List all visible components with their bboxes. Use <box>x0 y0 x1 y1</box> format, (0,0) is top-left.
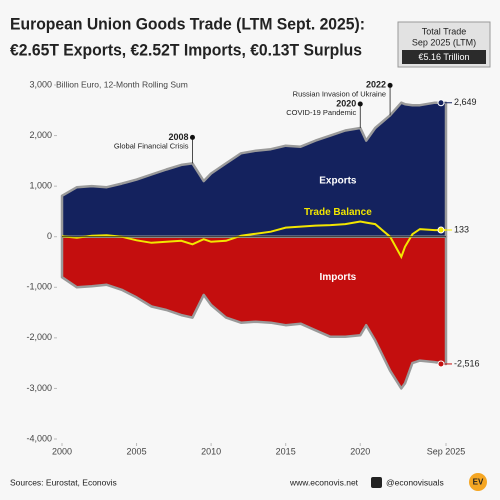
logo <box>469 473 487 491</box>
series-label: Imports <box>320 272 357 283</box>
annotation-dot <box>189 134 195 140</box>
y-tick-label: -2,000 <box>26 332 52 342</box>
handle: @econovisuals <box>386 477 444 487</box>
summary-highlight <box>402 50 486 64</box>
x-tick-label: 2020 <box>350 446 370 456</box>
x-icon <box>371 477 382 488</box>
x-tick-label: 2015 <box>276 446 296 456</box>
y-tick-label: -1,000 <box>26 282 52 292</box>
x-tick-label: 2000 <box>52 446 72 456</box>
annotation-dot <box>357 101 363 107</box>
y-tick-label: 1,000 <box>29 181 52 191</box>
annotation-text: Global Financial Crisis <box>114 141 189 150</box>
end-label: 133 <box>454 224 469 234</box>
series-label: Exports <box>319 176 357 187</box>
end-dot <box>437 226 445 234</box>
end-label: 2,649 <box>454 97 477 107</box>
summary-text: €5.16 Trillion <box>418 52 469 62</box>
logo-text: EV <box>473 478 484 487</box>
annotation-dot <box>387 82 393 88</box>
end-dot <box>437 99 445 107</box>
y-axis-label: Billion Euro, 12-Month Rolling Sum <box>56 79 188 89</box>
source: Sources: Eurostat, Econovis <box>10 477 117 487</box>
series-label: Trade Balance <box>304 207 372 218</box>
annotation-year: 2008 <box>168 132 188 142</box>
y-tick-label: 0 <box>47 231 52 241</box>
website: www.econovis.net <box>289 477 359 487</box>
y-tick-label: -4,000 <box>26 433 52 443</box>
x-tick-label: 2010 <box>201 446 221 456</box>
summary-text: Sep 2025 (LTM) <box>412 37 476 47</box>
area <box>60 101 448 238</box>
y-tick-label: 3,000 <box>29 79 52 89</box>
x-tick-label: 2005 <box>127 446 147 456</box>
y-tick-label: 2,000 <box>29 130 52 140</box>
chart-title: €2.65T Exports, €2.52T Imports, €0.13T S… <box>10 40 362 59</box>
annotation-text: Russian Invasion of Ukraine <box>293 89 386 98</box>
annotation-text: COVID-19 Pandemic <box>286 108 356 117</box>
annotation-year: 2020 <box>336 98 356 108</box>
end-label: -2,516 <box>454 358 480 368</box>
annotation-year: 2022 <box>366 80 386 90</box>
line <box>61 220 447 260</box>
area <box>60 235 448 390</box>
end-dot <box>437 360 445 368</box>
summary-text: Total Trade <box>422 26 467 36</box>
x-tick-label: Sep 2025 <box>427 446 466 456</box>
y-tick-label: -3,000 <box>26 383 52 393</box>
chart-title: European Union Goods Trade (LTM Sept. 20… <box>10 14 365 33</box>
